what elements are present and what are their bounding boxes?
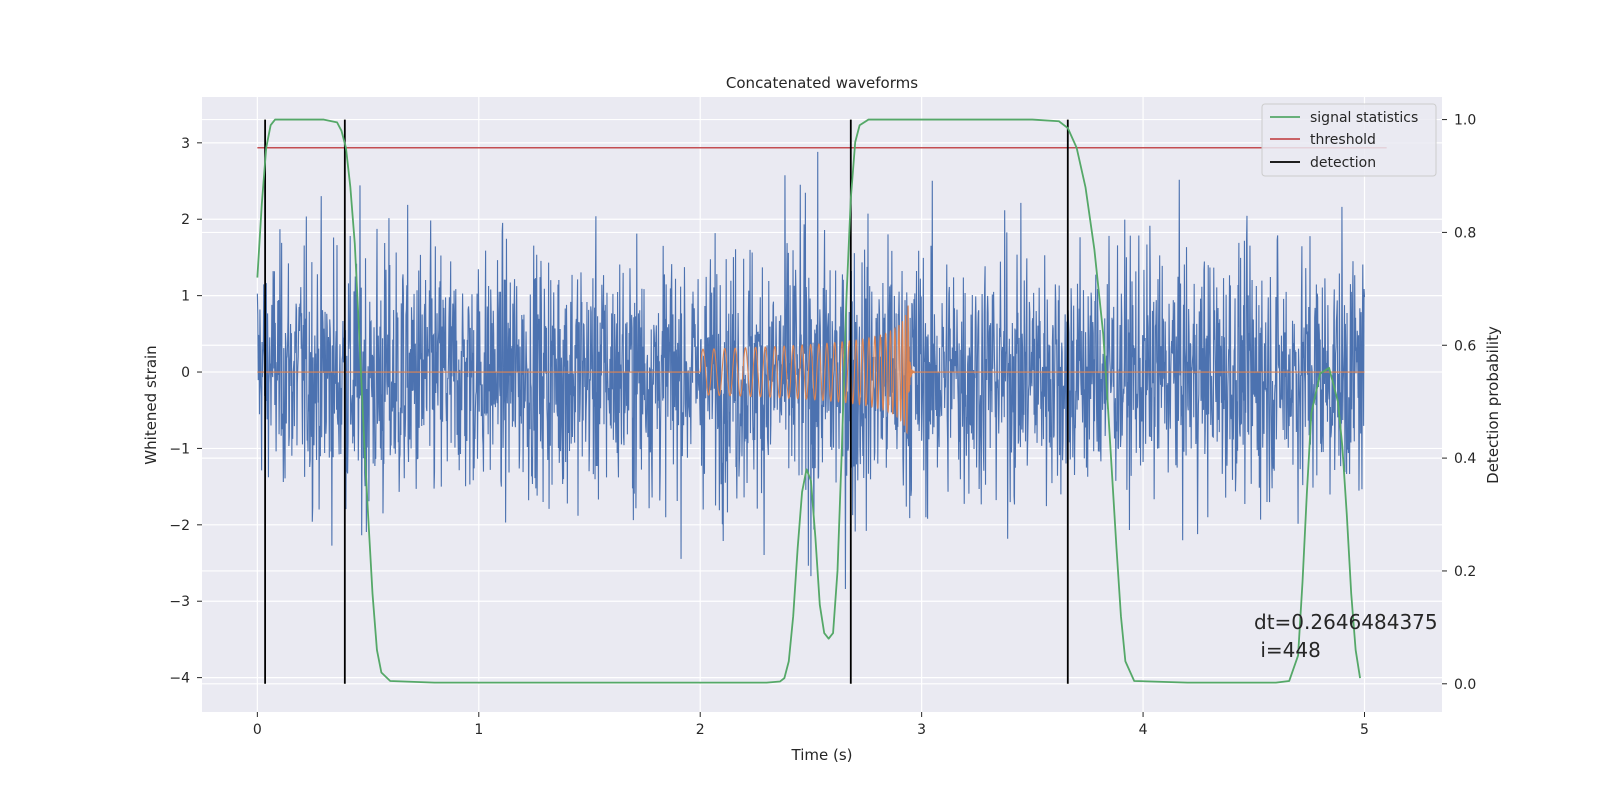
signal-statistics-line: [256, 118, 1361, 684]
strain-series: [256, 151, 1366, 589]
y2-axis-label: Detection probability: [1484, 326, 1502, 484]
x-tick-label: 4: [1139, 722, 1148, 738]
x-tick-label: 2: [696, 722, 705, 738]
x-tick-label: 5: [1360, 722, 1369, 738]
y-tick-label: 1: [181, 289, 190, 305]
y2-tick-label: 1.0: [1454, 113, 1476, 129]
legend-label-threshold: threshold: [1310, 132, 1376, 148]
x-tick-label: 0: [253, 722, 262, 738]
annotation-line-2: i=448: [1254, 638, 1321, 662]
signal-statistics-series: [256, 118, 1361, 684]
legend-label-signal-statistics: signal statistics: [1310, 110, 1418, 126]
legend: signal statistics threshold detection: [1261, 103, 1437, 177]
y-tick-label: −2: [169, 518, 190, 534]
y-tick-label: −1: [169, 441, 190, 457]
y-tick-label: −4: [169, 671, 190, 687]
y2-tick-label: 0.6: [1454, 338, 1476, 354]
y-tick-label: 3: [181, 136, 190, 152]
legend-box: [1261, 103, 1437, 177]
data-layer: [256, 118, 1387, 684]
annotation-line-1: dt=0.2646484375: [1254, 610, 1438, 634]
x-tick-label: 1: [474, 722, 483, 738]
y2-tick-label: 0.4: [1454, 451, 1476, 467]
x-tick-label: 3: [917, 722, 926, 738]
y-tick-label: −3: [169, 594, 190, 610]
right-axis-ticks: 0.0 0.2 0.4 0.6 0.8 1.0: [1442, 113, 1476, 693]
template-series: [257, 305, 1365, 435]
left-axis-ticks: −4 −3 −2 −1 0 1 2 3: [169, 136, 202, 687]
annotation: dt=0.2646484375 i=448: [1254, 610, 1438, 662]
legend-label-detection: detection: [1310, 155, 1376, 171]
y2-tick-label: 0.2: [1454, 564, 1476, 580]
chart-title: Concatenated waveforms: [726, 74, 918, 92]
y-axis-label: Whitened strain: [142, 345, 160, 464]
y2-tick-label: 0.0: [1454, 677, 1476, 693]
y-tick-label: 0: [181, 365, 190, 381]
strain-line: [256, 151, 1366, 589]
x-axis-label: Time (s): [791, 746, 853, 764]
y2-tick-label: 0.8: [1454, 225, 1476, 241]
template-line: [257, 305, 1365, 435]
x-axis-ticks: 0 1 2 3 4 5: [253, 712, 1369, 738]
y-tick-label: 2: [181, 212, 190, 228]
